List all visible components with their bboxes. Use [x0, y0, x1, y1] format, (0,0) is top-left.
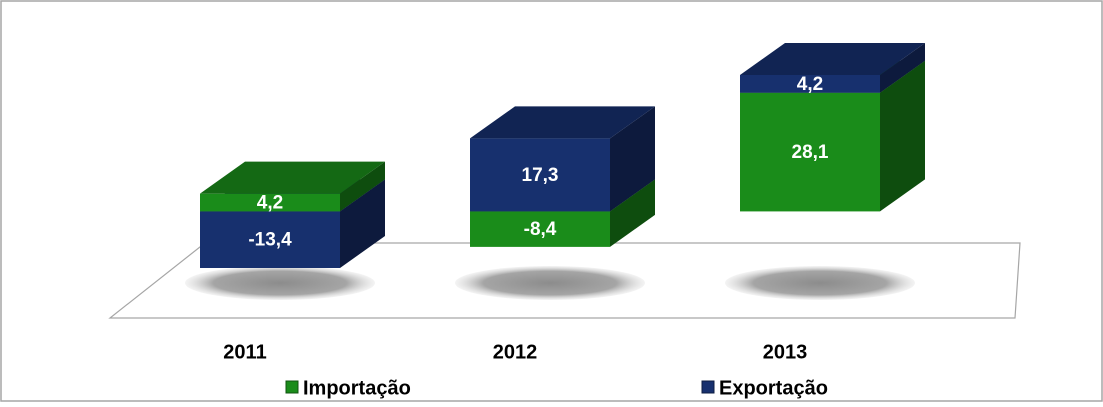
- bar-top: [470, 106, 655, 139]
- data-label: 4,2: [797, 74, 823, 95]
- x-tick-label: 2012: [493, 341, 538, 363]
- bar-front: [470, 138, 610, 212]
- data-label: -8,4: [524, 219, 557, 240]
- bar-front: [200, 211, 340, 268]
- bar-front: [470, 211, 610, 247]
- bar-top: [740, 43, 925, 75]
- bar-front: [740, 92, 880, 212]
- bar-front: [740, 75, 880, 93]
- bar-front: [200, 193, 340, 212]
- data-label: 17,3: [522, 165, 559, 186]
- legend-swatch: [285, 380, 299, 394]
- bar-side: [610, 106, 655, 212]
- legend-label: Exportação: [719, 377, 828, 399]
- x-tick-label: 2013: [763, 341, 808, 363]
- legend-swatch: [701, 380, 715, 394]
- bar-shadow: [455, 266, 645, 300]
- data-label: -13,4: [248, 230, 292, 251]
- bar-side: [880, 60, 925, 212]
- data-label: 28,1: [792, 142, 829, 163]
- bar-top: [200, 161, 385, 194]
- x-tick-label: 2011: [223, 341, 266, 363]
- bar-shadow: [725, 266, 915, 300]
- legend-label: Importação: [303, 377, 411, 399]
- bar-side: [340, 179, 385, 268]
- bar-side: [610, 179, 655, 247]
- bar-shadow: [185, 266, 375, 300]
- bar-side: [340, 161, 385, 212]
- bar-side: [880, 43, 925, 93]
- data-label: 4,2: [257, 193, 283, 214]
